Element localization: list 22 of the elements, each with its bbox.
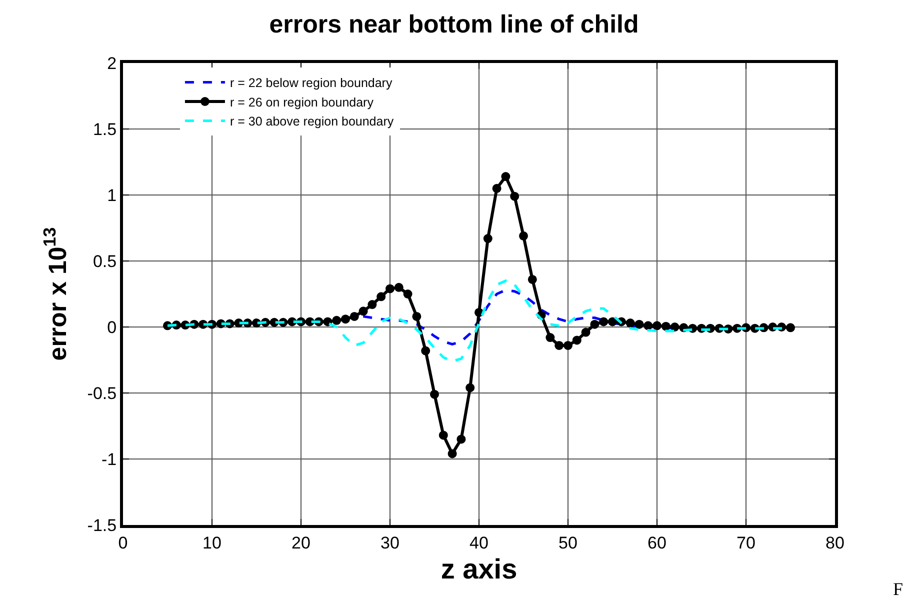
y-tick-label: 1.5 bbox=[92, 120, 117, 139]
text: F bbox=[893, 579, 904, 599]
x-tick-label: 30 bbox=[380, 533, 400, 552]
legend-label: r = 26 on region boundary bbox=[230, 95, 374, 110]
x-axis-title: z axis bbox=[440, 554, 518, 584]
x-tick-label: 50 bbox=[558, 533, 578, 552]
y-tick-label: 0 bbox=[107, 318, 117, 337]
y-tick-label: 0.5 bbox=[92, 252, 117, 271]
y-tick-label: 2 bbox=[107, 54, 117, 73]
x-tick-label: 20 bbox=[292, 533, 310, 552]
chart-title: errors near bottom line of child bbox=[269, 10, 639, 39]
x-tick-label: 10 bbox=[202, 533, 222, 552]
y-tick-label: 1 bbox=[107, 186, 117, 205]
legend-label: r = 22 below region boundary bbox=[230, 76, 393, 90]
y-tick-label: -1 bbox=[101, 450, 117, 469]
x-tick-label: 80 bbox=[826, 533, 844, 552]
y-tick-label: -1.5 bbox=[87, 516, 117, 535]
x-tick-label: 40 bbox=[470, 533, 488, 552]
x-tick-label: 70 bbox=[736, 533, 756, 552]
x-tick-label: 60 bbox=[648, 533, 666, 552]
legend-label: r = 30 above region boundary bbox=[230, 114, 394, 129]
y-tick-label: -0.5 bbox=[87, 384, 117, 403]
